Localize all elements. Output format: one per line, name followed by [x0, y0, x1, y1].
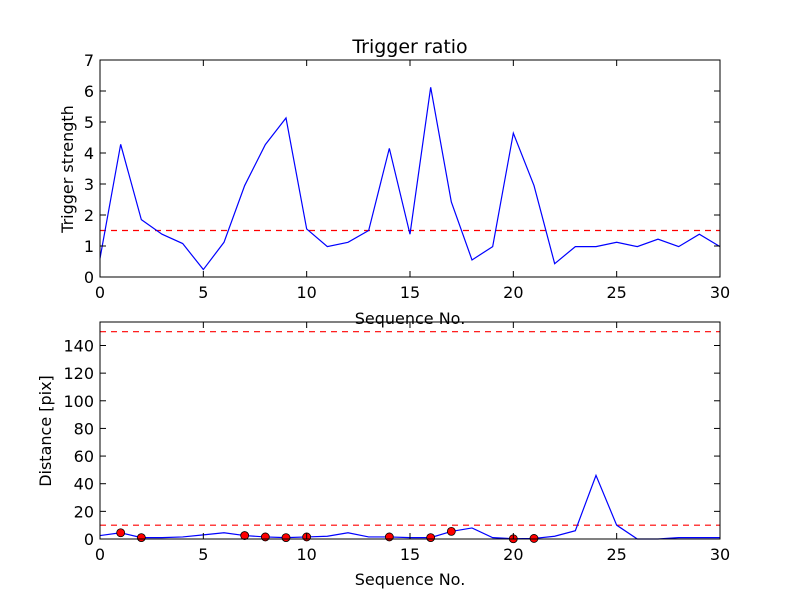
x-tick-label: 30 — [710, 283, 730, 302]
data-point-marker — [260, 532, 270, 542]
x-axis-label: Sequence No. — [355, 309, 466, 328]
y-tick-label: 2 — [84, 206, 94, 225]
x-tick-label: 5 — [198, 283, 208, 302]
data-point-marker — [136, 533, 146, 543]
y-tick-label: 0 — [84, 530, 94, 549]
y-tick-label: 100 — [63, 392, 94, 411]
y-tick-label: 60 — [74, 447, 94, 466]
trigger-ratio-panel: Trigger ratio Sequence No. Trigger stren… — [58, 36, 730, 328]
y-tick-label: 6 — [84, 82, 94, 101]
y-tick-label: 140 — [63, 336, 94, 355]
data-point-marker — [281, 533, 291, 543]
data-point-marker — [426, 533, 436, 543]
x-axis-label: Sequence No. — [355, 570, 466, 589]
x-tick-label: 30 — [710, 545, 730, 564]
y-tick-label: 3 — [84, 175, 94, 194]
plot-area: 0 5 10 15 20 25 30 0 1 2 3 4 5 6 7 — [84, 51, 730, 302]
chart-title: Trigger ratio — [351, 36, 467, 58]
distance-panel: Sequence No. Distance [pix] 0 5 10 15 20 25 30… — [36, 321, 730, 589]
x-tick-label: 25 — [606, 283, 626, 302]
x-tick-label: 20 — [503, 545, 523, 564]
y-tick-label: 1 — [84, 237, 94, 256]
data-point-marker — [116, 528, 126, 538]
x-tick-label: 15 — [400, 283, 420, 302]
series-line — [99, 473, 720, 540]
y-tick-label: 80 — [74, 419, 94, 438]
x-tick-label: 5 — [198, 545, 208, 564]
y-tick-label: 20 — [74, 502, 94, 521]
x-tick-label: 0 — [95, 545, 105, 564]
x-tick-label: 20 — [503, 283, 523, 302]
data-point-marker — [529, 534, 539, 543]
x-tick-label: 10 — [296, 283, 316, 302]
y-axis-label: Trigger strength — [58, 105, 77, 234]
y-tick-label: 7 — [84, 51, 94, 70]
data-point-marker — [446, 526, 456, 536]
y-tick-label: 4 — [84, 144, 94, 163]
data-point-marker — [240, 531, 250, 540]
series-line — [99, 87, 721, 271]
plot-area: 0 5 10 15 20 25 30 0 20 40 60 80 100 120 140 — [63, 321, 730, 564]
x-tick-label: 10 — [296, 545, 316, 564]
y-tick-label: 0 — [84, 268, 94, 287]
x-tick-label: 25 — [606, 545, 626, 564]
x-tick-label: 0 — [95, 283, 105, 302]
x-tick-label: 15 — [400, 545, 420, 564]
y-axis-label: Distance [pix] — [36, 375, 55, 487]
data-point-marker — [384, 532, 394, 542]
axes-frame — [99, 321, 721, 540]
y-tick-label: 120 — [63, 364, 94, 383]
y-tick-label: 40 — [74, 475, 94, 494]
y-tick-label: 5 — [84, 113, 94, 132]
